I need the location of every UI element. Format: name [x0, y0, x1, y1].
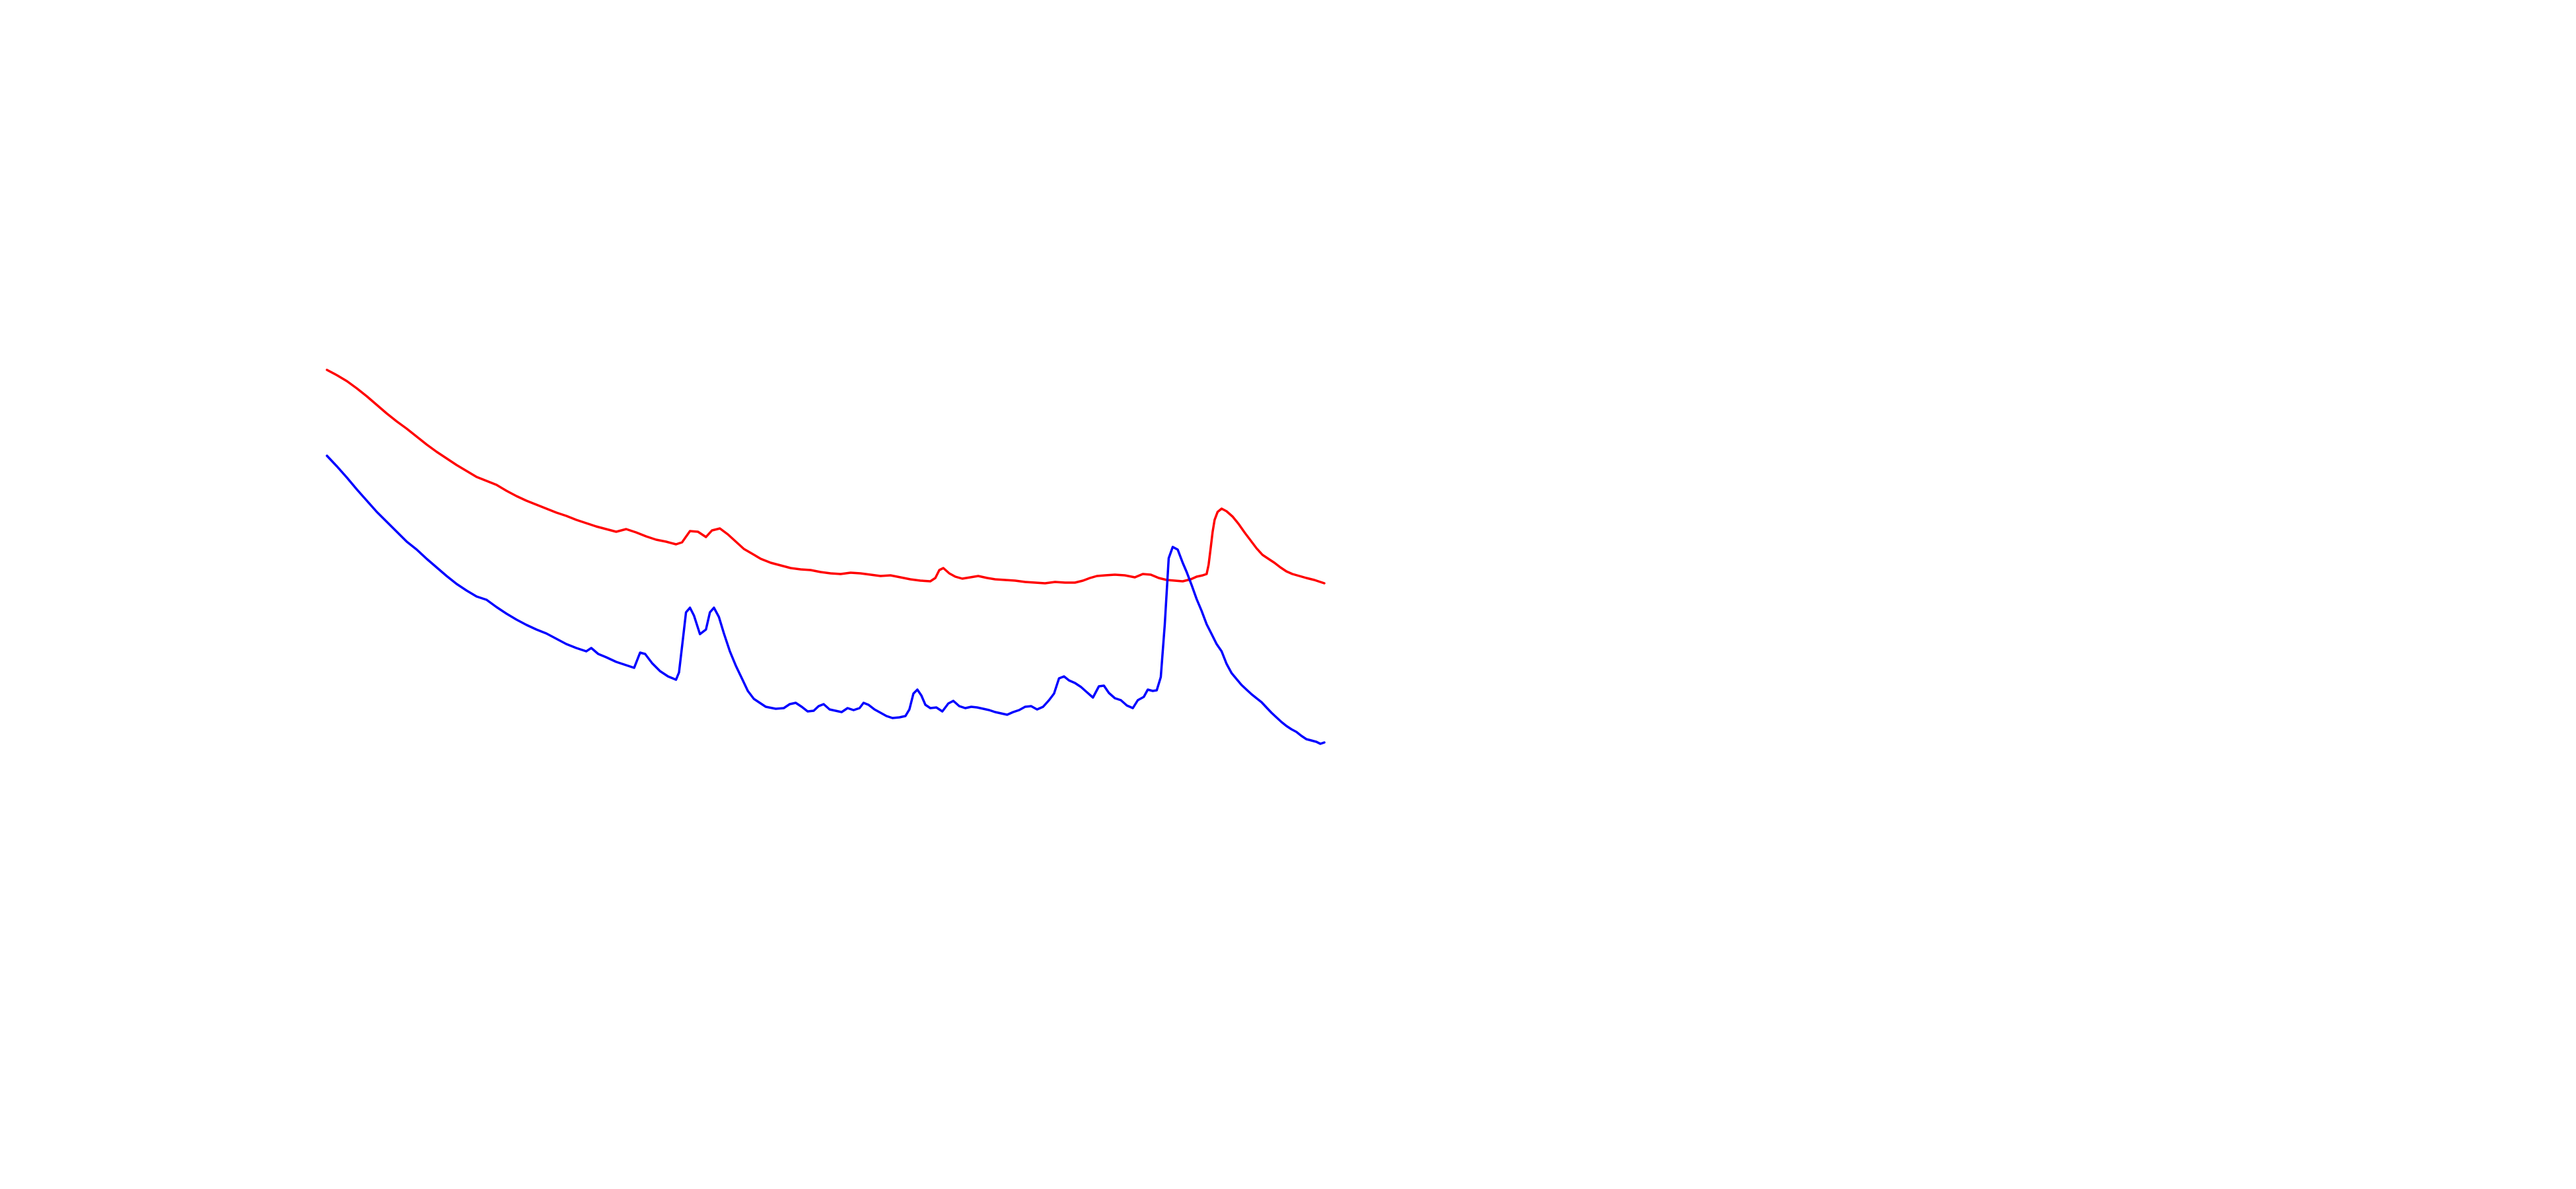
series-layer: [326, 369, 1326, 745]
series-line-1: [326, 369, 1326, 585]
series-line-2: [326, 454, 1326, 745]
